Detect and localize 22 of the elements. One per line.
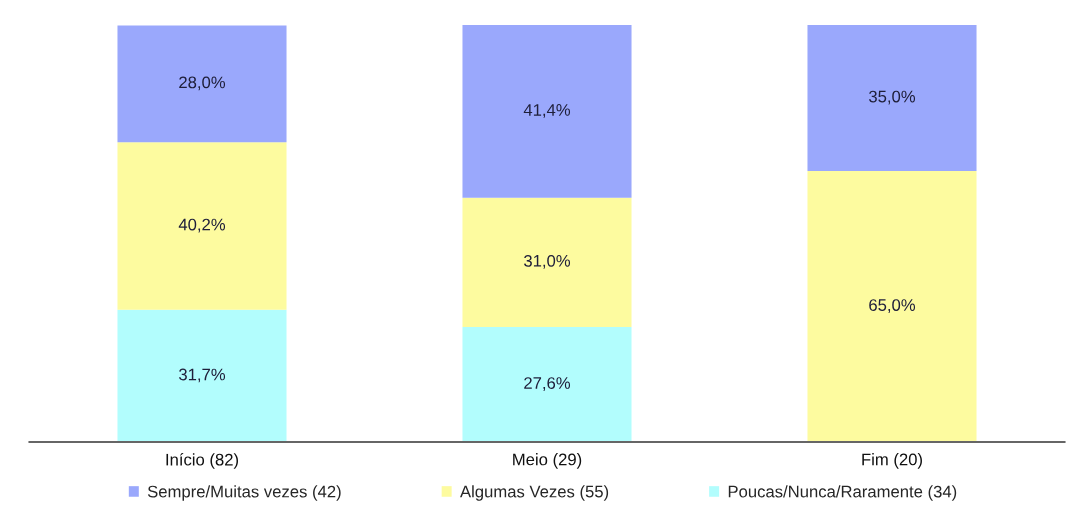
data-label: 40,2%: [178, 218, 226, 233]
bar: [117, 142, 287, 310]
bar: [807, 25, 977, 171]
bar: [462, 197, 632, 327]
x-tick-label: Meio (29): [513, 453, 582, 469]
legend-label: Poucas/Nunca/Raramente (34): [728, 485, 957, 501]
bar: [117, 309, 287, 442]
bar: [462, 25, 632, 198]
data-label: 35,0%: [869, 90, 916, 105]
bar: [117, 25, 287, 143]
data-label: 31,0%: [524, 254, 571, 269]
bar: [807, 170, 977, 442]
data-label: 41,4%: [523, 104, 571, 118]
data-label: 65,0%: [869, 299, 916, 313]
data-label: 28,0%: [179, 76, 226, 91]
legend-label: Sempre/Muitas vezes (42): [147, 485, 341, 501]
legend-label: Algumas Vezes (55): [460, 485, 609, 501]
data-label: 27,6%: [524, 377, 571, 391]
data-label: 31,7%: [179, 368, 226, 383]
bar: [462, 326, 632, 442]
x-tick-label: Fim (20): [862, 453, 922, 469]
x-tick-label: Início (82): [166, 453, 239, 469]
